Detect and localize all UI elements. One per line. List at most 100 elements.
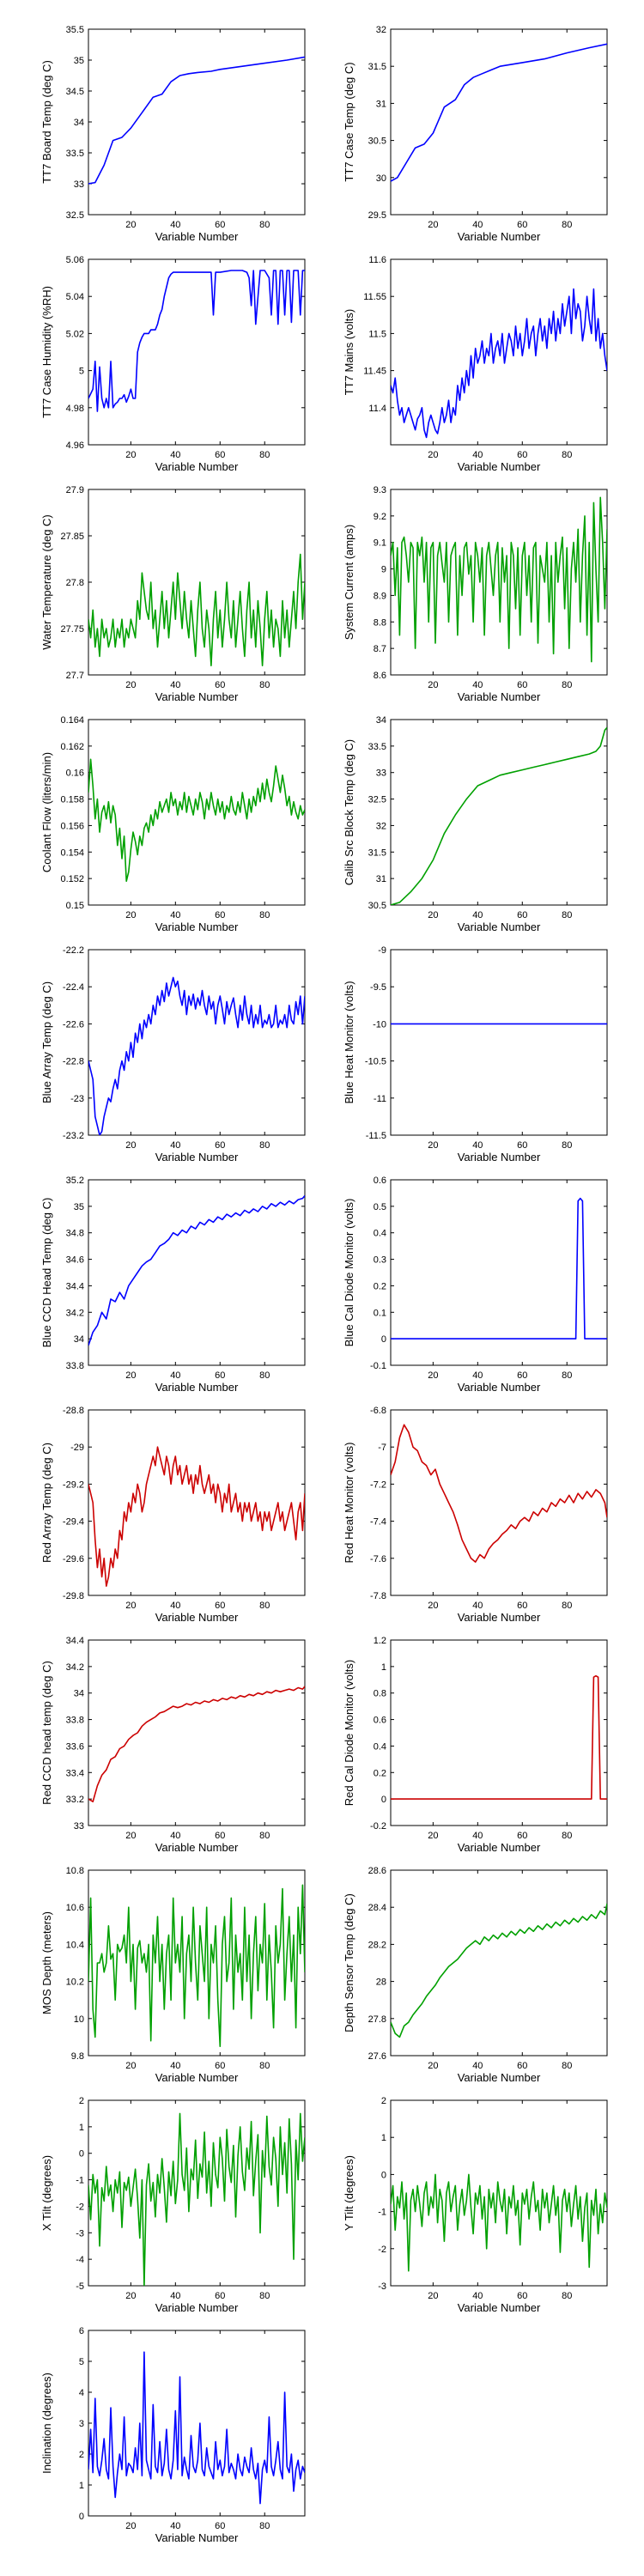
y-tick-label: 0 xyxy=(79,2149,84,2160)
x-tick-label: 20 xyxy=(125,1831,136,1841)
series-line xyxy=(88,1686,305,1802)
y-tick-label: 30.5 xyxy=(368,137,386,147)
y-tick-label: 34 xyxy=(74,118,84,128)
y-tick-label: 28 xyxy=(376,1978,386,1988)
plot-frame xyxy=(390,1179,608,1366)
y-axis-label: TT7 Board Temp (deg C) xyxy=(40,60,53,184)
x-axis-label: Variable Number xyxy=(155,1151,239,1163)
chart-panel-12: -29.8 -29.6 -29.4 -29.2 -29 -28.8 20 40 60 80 Vari… xyxy=(40,1406,306,1624)
y-tick-label: 35.5 xyxy=(66,25,84,35)
x-tick-label: 40 xyxy=(170,1140,180,1151)
x-tick-label: 20 xyxy=(428,1831,438,1841)
plot-frame xyxy=(88,949,306,1136)
y-axis-label: Coolant Flow (liters/min) xyxy=(40,752,53,872)
y-tick-label: 0 xyxy=(381,2170,386,2180)
x-tick-label: 80 xyxy=(562,910,572,920)
y-tick-label: 27.75 xyxy=(60,624,84,635)
y-tick-label: 0.4 xyxy=(374,1741,386,1752)
y-tick-label: 0.2 xyxy=(374,1768,386,1778)
y-tick-label: -9.5 xyxy=(370,982,386,993)
series-line xyxy=(88,553,305,667)
x-tick-label: 40 xyxy=(472,220,483,230)
series-line xyxy=(88,976,305,1135)
x-tick-label: 60 xyxy=(215,450,225,460)
chart-panel-15: -0.2 0 0.2 0.4 0.6 0.8 1 1.2 20 40 60 80 Variable Nu… xyxy=(343,1636,608,1854)
plot-frame xyxy=(390,1639,608,1826)
x-axis-label: Variable Number xyxy=(155,920,239,933)
y-tick-label: 2 xyxy=(79,2096,84,2106)
y-tick-label: 0.158 xyxy=(60,795,84,805)
y-tick-label: 0.156 xyxy=(60,821,84,831)
y-tick-label: -11 xyxy=(374,1094,386,1104)
chart-panel-9: -11.5 -11 -10.5 -10 -9.5 -9 20 40 60 80 Variable N… xyxy=(343,945,608,1163)
x-tick-label: 80 xyxy=(259,450,270,460)
y-tick-label: 0.162 xyxy=(60,742,84,752)
y-tick-label: 8.6 xyxy=(374,671,386,681)
plot-frame xyxy=(88,1869,306,2057)
series-line xyxy=(391,1674,607,1800)
x-tick-label: 20 xyxy=(428,2291,438,2301)
y-tick-label: 0.6 xyxy=(374,1716,386,1726)
x-tick-label: 60 xyxy=(215,910,225,920)
x-tick-label: 20 xyxy=(125,2291,136,2301)
series-line xyxy=(88,2351,305,2505)
x-tick-label: 60 xyxy=(215,2291,225,2301)
chart-panel-16: 9.8 10 10.2 10.4 10.6 10.8 20 40 60 80 Variable Nu… xyxy=(40,1866,306,2084)
x-tick-label: 60 xyxy=(517,1601,527,1611)
y-tick-label: -3 xyxy=(76,2228,84,2239)
y-axis-label: TT7 Case Temp (deg C) xyxy=(343,62,355,181)
x-axis-label: Variable Number xyxy=(155,1841,239,1854)
y-tick-label: 28.4 xyxy=(368,1903,386,1913)
y-tick-label: 0.15 xyxy=(66,901,84,911)
y-axis-label: Inclination (degrees) xyxy=(40,2372,53,2474)
x-tick-label: 20 xyxy=(428,1370,438,1381)
x-axis-label: Variable Number xyxy=(155,2071,239,2084)
x-tick-label: 80 xyxy=(259,220,270,230)
x-tick-label: 20 xyxy=(125,2521,136,2531)
chart-panel-6: 0.15 0.152 0.154 0.156 0.158 0.16 0.162 0.164 20… xyxy=(40,715,306,933)
y-tick-label: 9.1 xyxy=(374,538,386,549)
y-tick-label: 1.2 xyxy=(374,1636,386,1646)
chart-panel-4: 27.7 27.75 27.8 27.85 27.9 20 40 60 80 Variable N… xyxy=(40,485,306,703)
series-line xyxy=(391,1903,607,2038)
x-tick-label: 60 xyxy=(215,2061,225,2071)
x-tick-label: 20 xyxy=(428,450,438,460)
x-tick-label: 60 xyxy=(215,1831,225,1841)
x-tick-label: 20 xyxy=(428,910,438,920)
y-tick-label: 0.1 xyxy=(374,1308,386,1318)
chart-panel-17: 27.6 27.8 28 28.2 28.4 28.6 20 40 60 80 Variable N… xyxy=(343,1866,608,2084)
x-tick-label: 80 xyxy=(562,2291,572,2301)
y-axis-label: Water Temperature (deg C) xyxy=(40,514,53,650)
y-tick-label: 30 xyxy=(376,173,386,184)
x-tick-label: 60 xyxy=(215,1601,225,1611)
y-tick-label: -3 xyxy=(378,2281,386,2292)
series-line xyxy=(88,758,305,882)
y-tick-label: -7.6 xyxy=(370,1554,386,1564)
y-tick-label: 30.5 xyxy=(368,901,386,911)
x-tick-label: 40 xyxy=(170,1831,180,1841)
y-tick-label: 34.6 xyxy=(66,1255,84,1266)
y-tick-label: 0.164 xyxy=(60,715,84,726)
x-tick-label: 40 xyxy=(472,2291,483,2301)
x-tick-label: 40 xyxy=(170,220,180,230)
y-axis-label: X Tilt (degrees) xyxy=(40,2155,53,2231)
plot-frame xyxy=(390,1409,608,1596)
y-tick-label: 34.4 xyxy=(66,1281,84,1291)
x-axis-label: Variable Number xyxy=(155,460,239,473)
chart-panel-18: -5 -4 -3 -2 -1 0 1 2 20 40 60 80 Variable Number X Ti… xyxy=(40,2096,306,2314)
x-tick-label: 20 xyxy=(428,2061,438,2071)
x-tick-label: 60 xyxy=(517,680,527,690)
x-tick-label: 80 xyxy=(562,450,572,460)
x-tick-label: 20 xyxy=(125,2061,136,2071)
x-tick-label: 20 xyxy=(428,1140,438,1151)
x-tick-label: 60 xyxy=(215,680,225,690)
y-tick-label: 31.5 xyxy=(368,62,386,72)
y-tick-label: -29.6 xyxy=(63,1554,84,1564)
x-tick-label: 80 xyxy=(562,680,572,690)
y-tick-label: 27.9 xyxy=(66,485,84,495)
x-tick-label: 20 xyxy=(428,1601,438,1611)
y-tick-label: 33.4 xyxy=(66,1768,84,1778)
chart-panel-5: 8.6 8.7 8.8 8.9 9 9.1 9.2 9.3 20 40 60 80 Variable N… xyxy=(343,485,608,703)
plot-frame xyxy=(88,2330,306,2517)
